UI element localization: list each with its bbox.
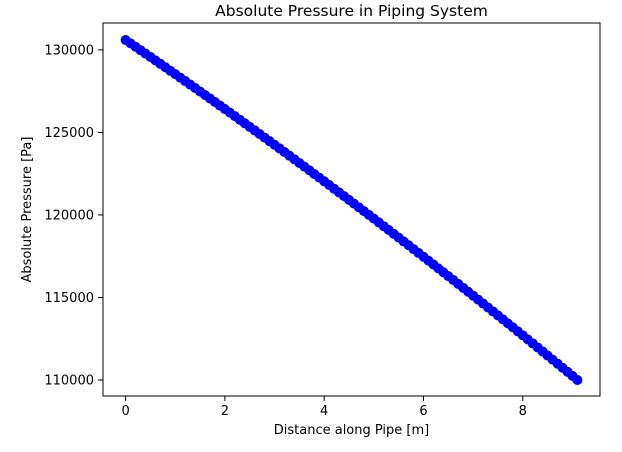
x-tick-label: 0 [121, 404, 129, 419]
y-tick-label: 115000 [44, 291, 94, 306]
y-axis-ticks: 110000 115000 120000 125000 130000 [44, 43, 103, 388]
data-point [572, 374, 583, 385]
y-tick-label: 120000 [44, 208, 94, 223]
x-tick-label: 8 [519, 404, 527, 419]
plot-frame [102, 22, 601, 397]
x-tick-label: 6 [419, 404, 427, 419]
y-axis-label: Absolute Pressure [Pa] [20, 137, 35, 283]
chart-title: Absolute Pressure in Piping System [215, 2, 488, 20]
data-points [120, 35, 583, 385]
y-tick-label: 130000 [44, 43, 94, 58]
x-axis-ticks: 0 2 4 6 8 [121, 396, 527, 419]
x-tick-label: 4 [320, 404, 328, 419]
x-axis-label: Distance along Pipe [m] [274, 423, 430, 438]
x-tick-label: 2 [221, 404, 229, 419]
y-tick-label: 110000 [44, 373, 94, 388]
y-tick-label: 125000 [44, 126, 94, 141]
